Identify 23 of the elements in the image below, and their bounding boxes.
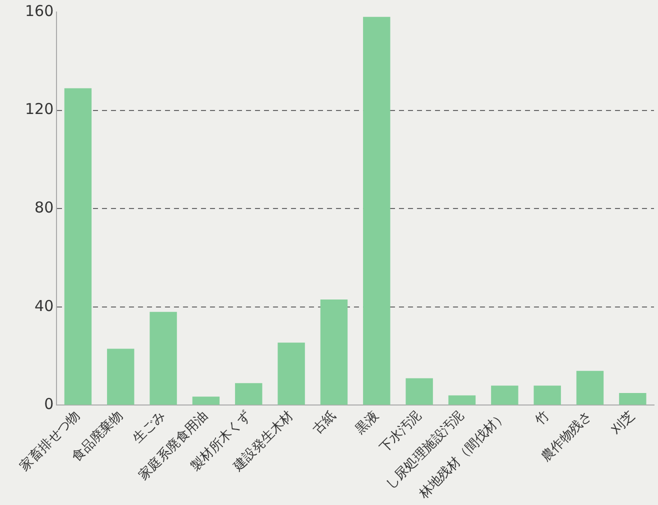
bar <box>534 386 561 405</box>
bar <box>491 386 518 405</box>
y-tick-label: 80 <box>34 198 54 217</box>
bar <box>64 88 92 405</box>
bar <box>150 312 177 405</box>
bar <box>320 300 348 405</box>
x-tick-label: 刈芝 <box>608 408 638 438</box>
x-tick-label: 竹 <box>532 408 553 428</box>
bar <box>448 395 476 405</box>
bar <box>406 378 433 405</box>
bar <box>235 383 262 405</box>
y-tick-label: 40 <box>34 296 54 315</box>
bar <box>107 348 134 405</box>
bar <box>278 342 305 405</box>
x-tick-label: 古紙 <box>310 408 340 438</box>
y-tick-label: 120 <box>24 100 54 118</box>
bar <box>363 16 390 405</box>
bar <box>192 396 220 405</box>
y-tick-label: 160 <box>24 2 54 20</box>
x-tick-label: 黒液 <box>352 408 382 438</box>
bar <box>619 392 646 405</box>
y-tick-label: 0 <box>44 395 54 414</box>
bar <box>576 370 604 405</box>
